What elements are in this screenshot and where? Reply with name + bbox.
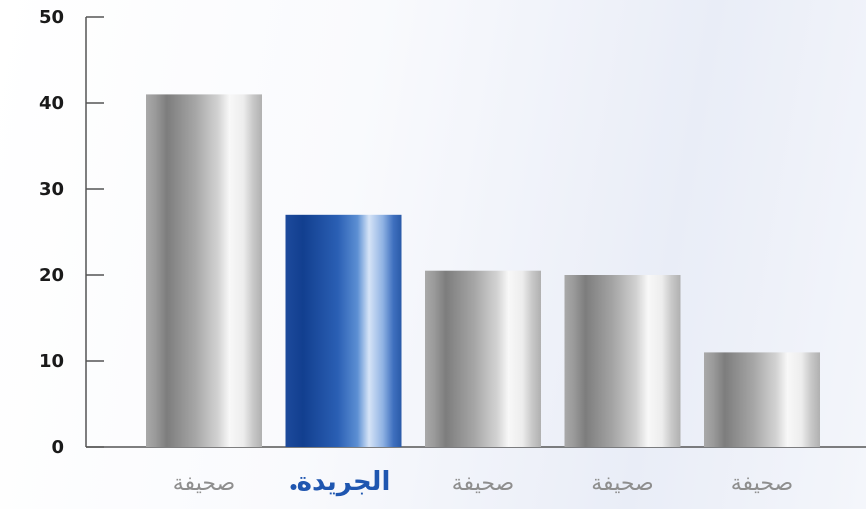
category-label: صحيفة	[591, 471, 653, 496]
bar	[704, 352, 820, 447]
logo-dot	[290, 484, 297, 490]
y-tick-label: 40	[39, 93, 64, 114]
category-labels: صحيفة الجريدة صحيفة صحيفة صحيفة	[173, 467, 793, 497]
bar	[425, 270, 541, 447]
y-tick-label: 0	[51, 437, 64, 458]
bar-highlight	[285, 214, 402, 447]
bar	[146, 94, 262, 448]
y-tick-label: 30	[39, 179, 64, 200]
category-label: صحيفة	[173, 471, 235, 496]
bar	[564, 275, 681, 447]
category-label-highlight: الجريدة	[297, 467, 391, 497]
y-tick-label: 10	[39, 351, 64, 372]
category-label: صحيفة	[731, 471, 793, 496]
bars	[146, 94, 820, 448]
category-label: صحيفة	[452, 471, 514, 496]
y-tick-label: 20	[39, 265, 64, 286]
y-tick-label: 50	[39, 7, 64, 28]
